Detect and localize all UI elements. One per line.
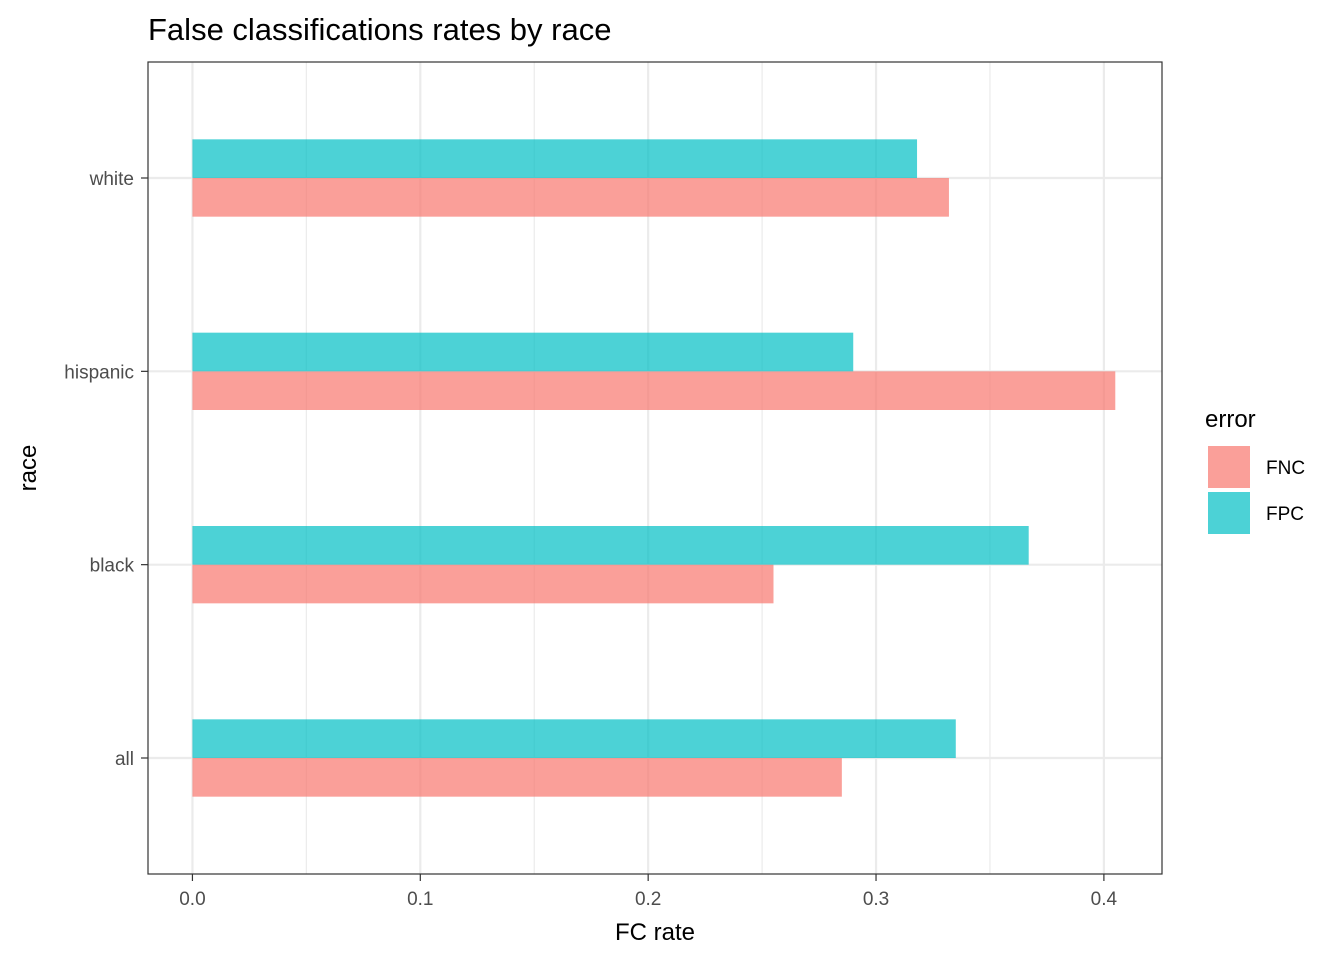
bar-fnc-all bbox=[192, 758, 842, 797]
x-tick-label: 0.0 bbox=[179, 889, 205, 910]
bar-fnc-hispanic bbox=[192, 371, 1116, 410]
bar-fpc-white bbox=[192, 139, 918, 178]
y-tick-label-white: white bbox=[89, 169, 134, 190]
legend-key-fpc bbox=[1208, 492, 1250, 534]
bar-fpc-hispanic bbox=[192, 332, 854, 372]
y-tick-label-black: black bbox=[90, 556, 135, 577]
bars bbox=[192, 139, 1116, 797]
y-tick-label-all: all bbox=[115, 749, 134, 770]
bar-fnc-black bbox=[192, 564, 774, 604]
y-axis: all black hispanic white bbox=[64, 169, 148, 770]
y-tick-label-hispanic: hispanic bbox=[64, 362, 134, 383]
plot-panel bbox=[147, 61, 1163, 875]
legend-label-fpc: FPC bbox=[1266, 504, 1304, 525]
bar-fpc-all bbox=[192, 719, 956, 758]
legend-label-fnc: FNC bbox=[1266, 458, 1305, 479]
x-tick-label: 0.2 bbox=[635, 889, 661, 910]
x-axis-title: FC rate bbox=[615, 919, 695, 946]
bar-fpc-black bbox=[192, 526, 1029, 565]
legend-key-fnc bbox=[1208, 446, 1250, 488]
x-tick-label: 0.1 bbox=[407, 889, 433, 910]
bar-fnc-white bbox=[192, 178, 949, 217]
x-axis: 0.0 0.1 0.2 0.3 0.4 bbox=[179, 874, 1118, 910]
legend-title: error bbox=[1205, 406, 1256, 433]
x-tick-label: 0.3 bbox=[863, 889, 889, 910]
panel-border bbox=[147, 61, 1163, 875]
legend: error FNC FPC bbox=[1205, 406, 1305, 534]
chart-title: False classifications rates by race bbox=[148, 12, 611, 47]
y-axis-title: race bbox=[15, 445, 42, 492]
x-tick-label: 0.4 bbox=[1091, 889, 1118, 910]
